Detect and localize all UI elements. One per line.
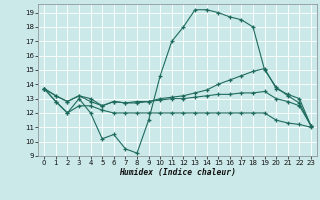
X-axis label: Humidex (Indice chaleur): Humidex (Indice chaleur) [119, 168, 236, 177]
